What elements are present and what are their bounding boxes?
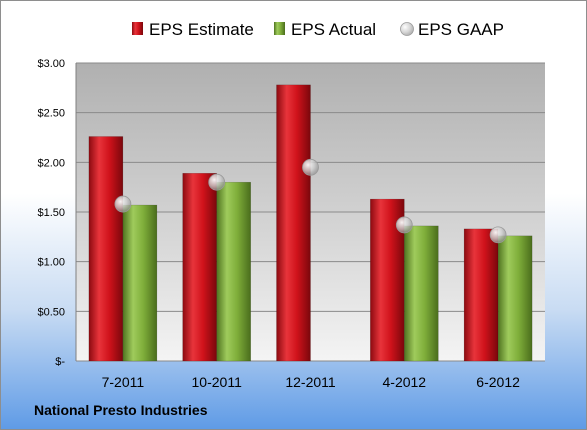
eps-gaap-legend-swatch bbox=[400, 22, 414, 36]
y-tick-label: $3.00 bbox=[37, 58, 65, 70]
eps-gaap-marker bbox=[114, 195, 132, 213]
eps-estimate-bar bbox=[463, 228, 499, 362]
legend: EPS Estimate EPS Actual EPS GAAP bbox=[132, 20, 504, 39]
y-tick-label: $2.50 bbox=[37, 108, 65, 120]
y-tick-label: $1.00 bbox=[37, 257, 65, 269]
eps-actual-legend-swatch bbox=[274, 22, 285, 35]
x-tick-label: 6-2012 bbox=[476, 374, 520, 390]
x-tick-label: 10-2011 bbox=[192, 374, 243, 390]
eps-gaap-marker bbox=[395, 216, 413, 234]
eps-actual-bar bbox=[404, 225, 439, 362]
y-tick-label: $- bbox=[55, 356, 65, 368]
x-tick-label: 7-2011 bbox=[102, 374, 145, 390]
y-tick-label: $0.50 bbox=[37, 306, 65, 318]
x-tick-label: 4-2012 bbox=[383, 374, 427, 390]
y-tick-label: $2.00 bbox=[37, 157, 65, 169]
eps-gaap-marker bbox=[489, 226, 507, 244]
eps-actual-bar bbox=[216, 181, 251, 362]
gaap-markers bbox=[114, 158, 507, 244]
eps-gaap-marker bbox=[208, 173, 226, 191]
bars bbox=[88, 84, 533, 362]
eps-actual-bar bbox=[497, 235, 533, 362]
eps-estimate-legend-label: EPS Estimate bbox=[149, 20, 254, 39]
x-tick-label: 12-2011 bbox=[285, 374, 336, 390]
company-name: National Presto Industries bbox=[34, 402, 208, 418]
y-axis-ticks: $- $0.50 $1.00 $1.50 $2.00 $2.50 $3.00 bbox=[37, 58, 65, 368]
eps-estimate-bar bbox=[276, 84, 311, 362]
x-axis-labels: 7-2011 10-2011 12-2011 4-2012 6-2012 bbox=[102, 374, 520, 390]
eps-estimate-bar bbox=[182, 173, 217, 362]
y-tick-label: $1.50 bbox=[37, 207, 65, 219]
eps-gaap-legend-label: EPS GAAP bbox=[418, 20, 504, 39]
eps-actual-legend-label: EPS Actual bbox=[291, 20, 376, 39]
eps-estimate-bar bbox=[88, 136, 124, 362]
eps-actual-bar bbox=[122, 204, 158, 362]
eps-estimate-legend-swatch bbox=[132, 22, 143, 35]
eps-gaap-marker bbox=[302, 158, 319, 176]
